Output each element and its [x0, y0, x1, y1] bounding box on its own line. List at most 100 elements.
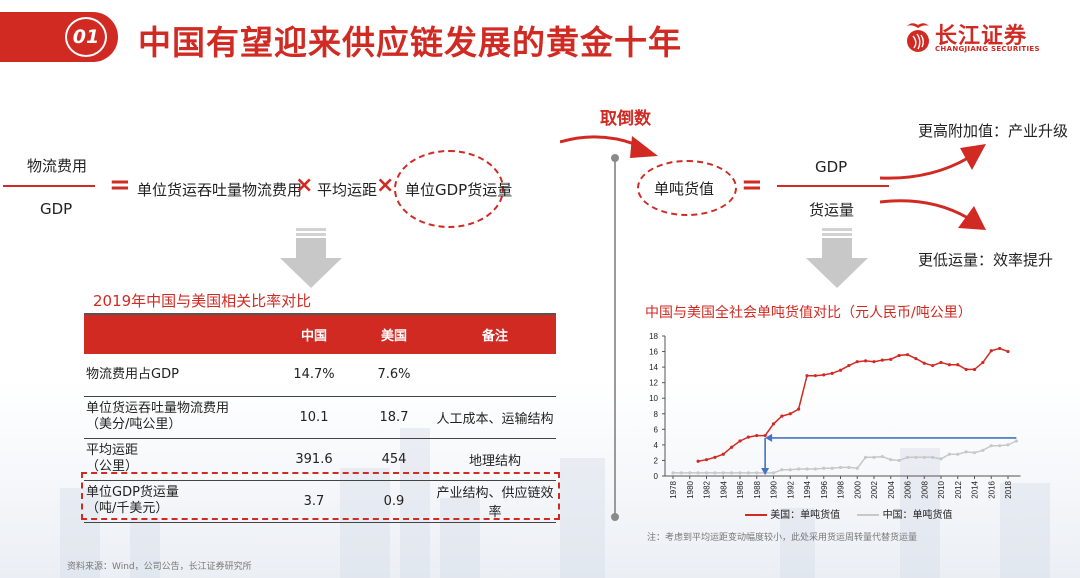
source-note: 资料来源：Wind，公司公告，长江证券研究所 — [67, 562, 252, 572]
x-tick-label: 2006 — [904, 480, 913, 498]
data-point — [939, 457, 943, 461]
data-point — [998, 346, 1002, 351]
data-point — [931, 455, 935, 459]
comparison-table: 中国 美国 备注 物流费用占GDP 14.7% 7.6% 单位货运吞吐量物流费用… — [84, 313, 556, 523]
x-tick-label: 1978 — [669, 480, 678, 498]
y-tick-label: 6 — [654, 425, 659, 434]
highlight-box-row — [81, 472, 560, 520]
highlight-ellipse-right — [637, 160, 737, 216]
logo-text-en: CHANGJIANG SECURITIES — [935, 45, 1040, 53]
y-tick-label: 18 — [649, 332, 658, 341]
x-tick-label: 2002 — [870, 480, 879, 498]
data-point — [972, 367, 977, 372]
fraction-bar — [3, 185, 95, 187]
y-tick-label: 8 — [654, 410, 659, 419]
fraction-bar-right — [777, 185, 889, 187]
company-logo: 长江证券 CHANGJIANG SECURITIES — [905, 18, 1045, 58]
data-point — [721, 471, 725, 475]
data-point — [780, 468, 784, 472]
vertical-divider — [614, 157, 616, 517]
data-point — [1006, 349, 1010, 354]
arrow-up-right-icon — [880, 144, 986, 180]
data-point — [989, 349, 993, 353]
x-tick-label: 2016 — [987, 480, 996, 498]
x-tick-label: 1984 — [719, 480, 728, 498]
data-point — [746, 435, 750, 439]
equals-sign: = — [109, 170, 131, 200]
data-point — [880, 454, 884, 459]
row-usa-value: 0.9 — [354, 480, 434, 523]
data-point — [813, 374, 817, 378]
term-value-per-ton: 单吨货值 — [654, 180, 715, 198]
data-point — [981, 360, 985, 365]
row-metric: 单位货运吞吐量物流费用 （美分/吨公里） — [84, 396, 274, 439]
line-chart: 0 2 4 6 8 10 12 14 16 18 1978 1980 1982 1984 1986 1988 1… — [649, 332, 1021, 499]
row-usa-value: 7.6% — [354, 354, 434, 397]
x-tick-label: 2012 — [954, 480, 963, 498]
x-tick-label: 1986 — [736, 480, 745, 498]
data-point — [872, 360, 876, 364]
metric-unit: （公里） — [86, 459, 139, 474]
inverse-label: 取倒数 — [600, 109, 651, 129]
data-point — [855, 466, 859, 470]
x-tick-label: 2018 — [1004, 480, 1013, 498]
data-point — [746, 471, 750, 475]
fraction-right-denominator: 货运量 — [809, 201, 855, 219]
data-point — [914, 356, 918, 361]
series-line-usa — [697, 347, 1009, 462]
data-point — [738, 439, 742, 443]
divider-dot-bottom — [611, 513, 619, 521]
data-point — [847, 363, 851, 368]
row-metric: 物流费用占GDP — [84, 354, 274, 397]
metric-unit: （吨/千美元） — [86, 501, 169, 516]
y-tick-label: 0 — [654, 472, 659, 481]
series-line-china — [673, 440, 1017, 474]
data-point — [922, 455, 926, 459]
data-point — [780, 414, 784, 418]
outcome-upgrade: 更高附加值：产业升级 — [918, 122, 1069, 140]
section-number-badge: 01 — [65, 17, 107, 57]
x-tick-label: 1992 — [786, 480, 795, 498]
row-note — [434, 354, 556, 397]
x-tick-label: 2014 — [971, 480, 980, 498]
x-tick-label: 2008 — [920, 480, 929, 498]
data-point — [822, 466, 826, 470]
metric-label: 物流费用占GDP — [86, 366, 179, 382]
row-note: 人工成本、运输结构 — [434, 396, 556, 439]
legend-swatch-usa — [745, 514, 767, 516]
data-point — [998, 444, 1002, 448]
data-point — [730, 445, 734, 449]
y-tick-label: 14 — [649, 363, 658, 372]
down-arrow-icon — [280, 228, 342, 288]
data-point — [847, 465, 851, 470]
table-row: 物流费用占GDP 14.7% 7.6% — [84, 354, 556, 397]
col-header-note: 备注 — [434, 314, 556, 354]
data-point — [1006, 443, 1010, 447]
data-point — [713, 455, 717, 459]
y-tick-label: 2 — [654, 456, 659, 465]
data-point — [713, 471, 717, 475]
data-point — [805, 467, 809, 471]
data-point — [704, 458, 709, 462]
arrow-down-right-icon — [880, 199, 986, 230]
data-point — [788, 468, 792, 472]
data-point — [805, 374, 809, 378]
data-point — [939, 360, 943, 365]
data-point — [755, 433, 759, 438]
metric-unit: （美分/吨公里） — [86, 417, 182, 432]
y-tick-label: 16 — [649, 348, 658, 357]
x-tick-label: 1980 — [686, 480, 695, 498]
table-header-row: 中国 美国 备注 — [84, 314, 556, 354]
data-point — [763, 433, 767, 438]
metric-label: 单位GDP货运量 — [86, 485, 179, 500]
divider-dot-top — [611, 154, 619, 162]
data-point — [696, 471, 700, 475]
col-header-usa: 美国 — [354, 314, 434, 354]
multiply-sign-1: × — [295, 173, 314, 198]
data-point — [1014, 439, 1018, 443]
down-arrow-right-icon — [806, 228, 868, 288]
data-point — [964, 367, 968, 372]
legend-swatch-china — [857, 514, 880, 516]
data-point — [889, 357, 893, 361]
term-unit-throughput-cost: 单位货运吞吐量物流费用 — [137, 181, 303, 199]
